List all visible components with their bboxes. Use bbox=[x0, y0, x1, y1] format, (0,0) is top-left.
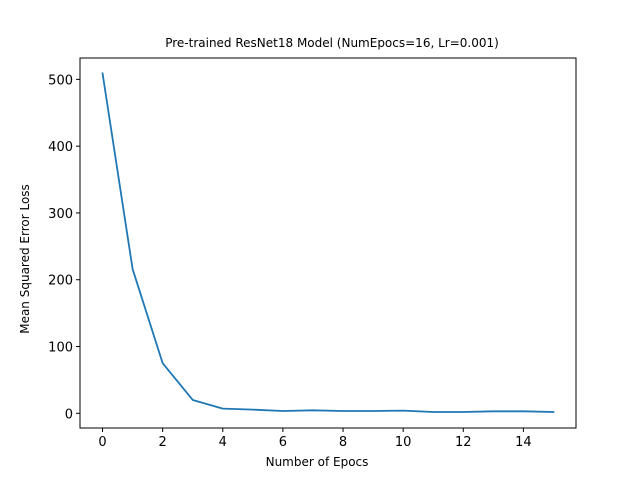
y-tick-label: 500 bbox=[48, 73, 73, 88]
x-axis-label: Number of Epocs bbox=[266, 455, 369, 469]
y-tick-label: 300 bbox=[48, 207, 73, 222]
y-tick-label: 400 bbox=[48, 140, 73, 155]
x-tick-label: 4 bbox=[219, 435, 227, 450]
chart-title: Pre-trained ResNet18 Model (NumEpocs=16,… bbox=[165, 36, 499, 50]
x-tick-label: 12 bbox=[455, 435, 472, 450]
y-axis-label: Mean Squared Error Loss bbox=[18, 184, 32, 334]
series-line-0 bbox=[101, 72, 555, 413]
plot-area: 0 2 4 6 8 10 12 14 0 100 200 300 400 500 bbox=[48, 57, 577, 450]
x-tick-label: 6 bbox=[279, 435, 287, 450]
x-tick-label: 0 bbox=[98, 435, 106, 450]
x-tick-label: 2 bbox=[159, 435, 167, 450]
y-tick-label: 100 bbox=[48, 341, 73, 356]
x-tick-label: 8 bbox=[339, 435, 347, 450]
y-tick-label: 200 bbox=[48, 274, 73, 289]
plot-frame bbox=[79, 57, 577, 429]
x-tick-label: 10 bbox=[395, 435, 412, 450]
x-tick-label: 14 bbox=[515, 435, 532, 450]
y-tick-label: 0 bbox=[65, 407, 73, 422]
